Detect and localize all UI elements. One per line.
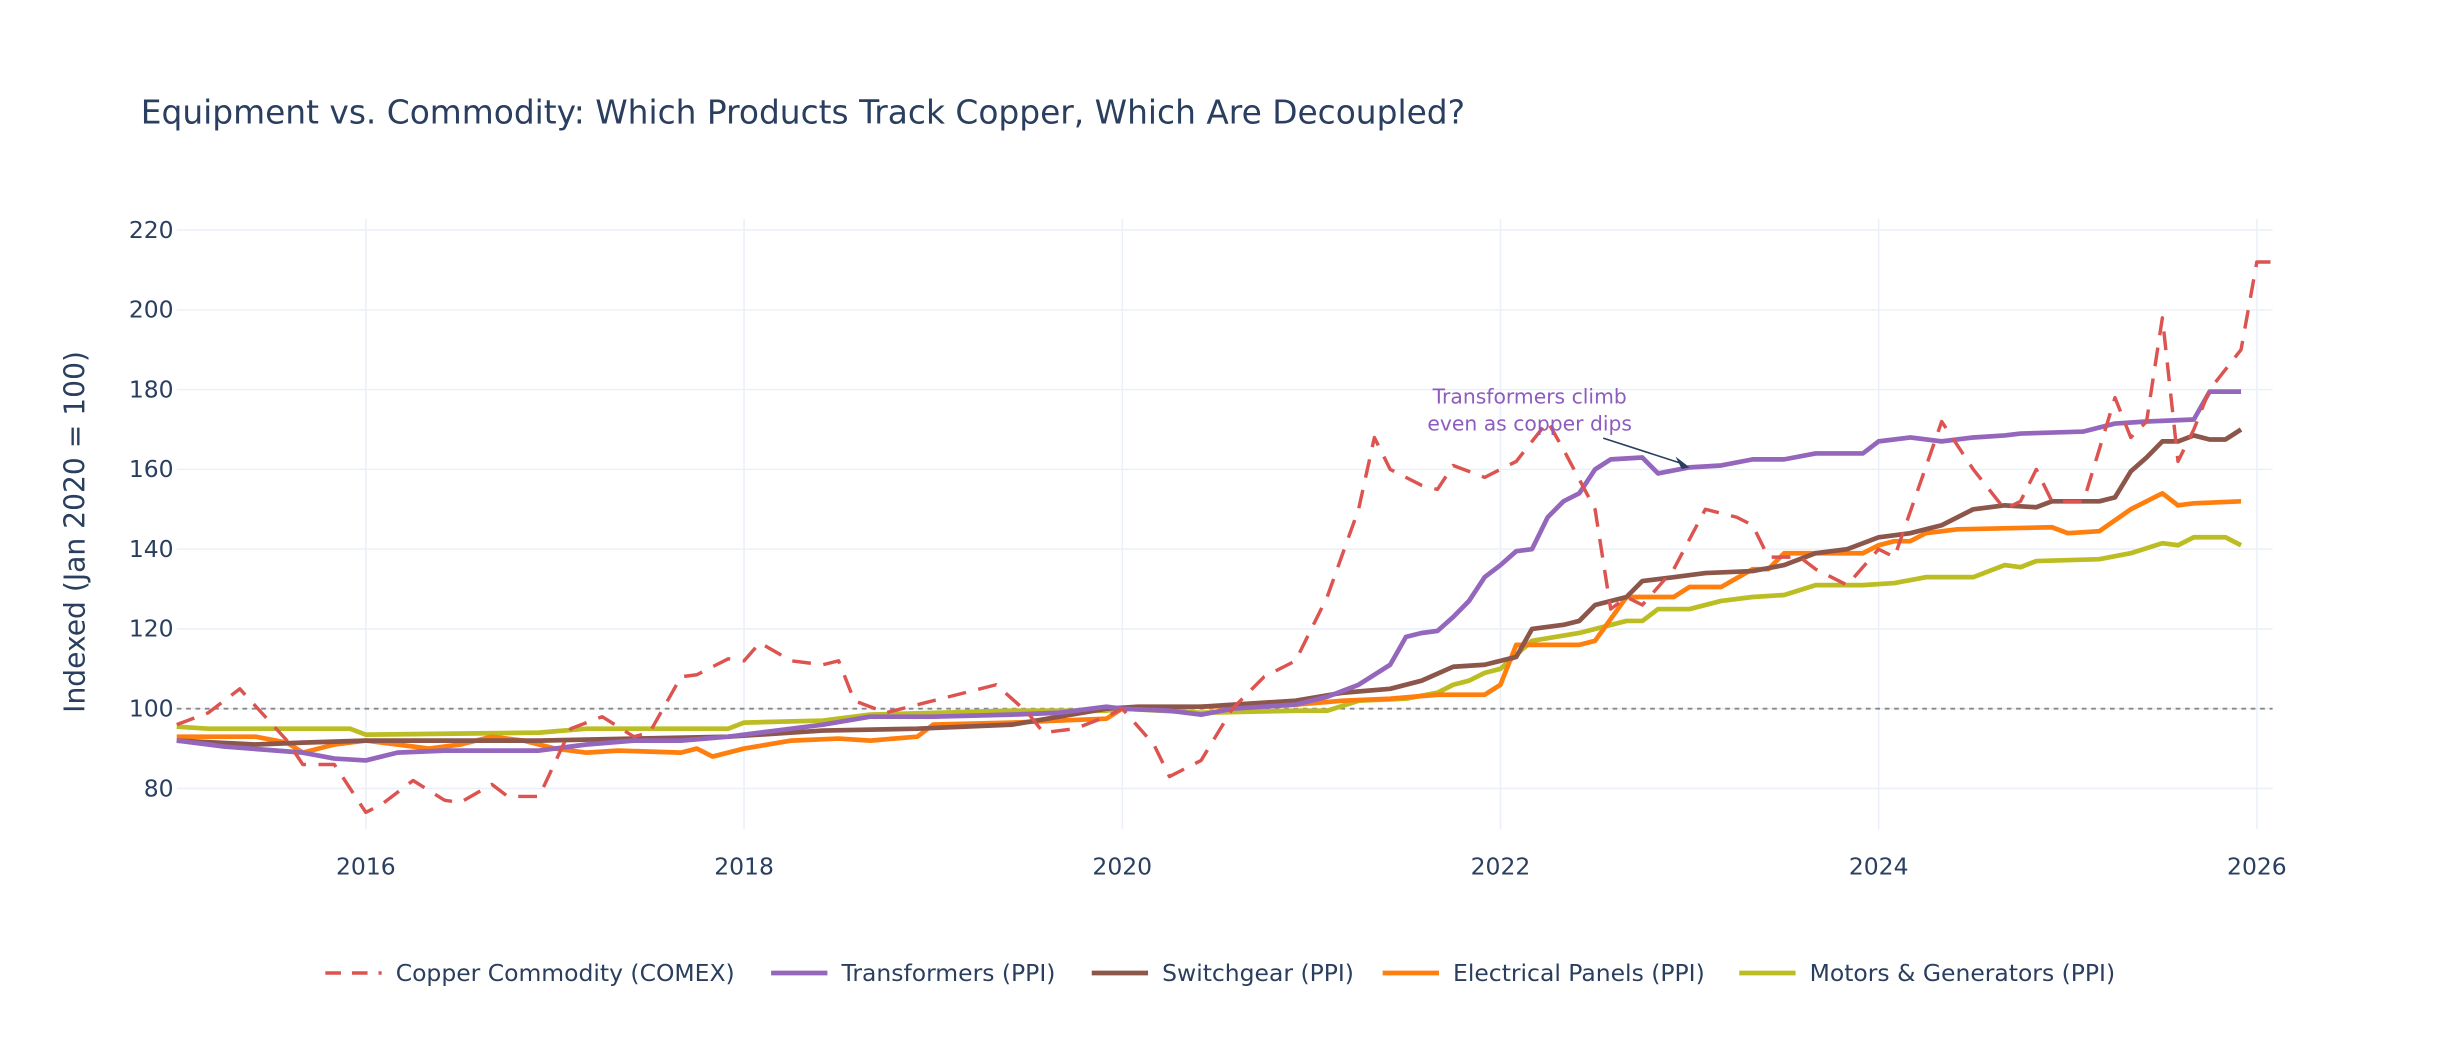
x-tick-label: 2026 (2227, 852, 2287, 880)
legend-item[interactable]: Transformers (PPI) (771, 959, 1055, 987)
x-axis: 2016 2018 2020 2022 2024 2026 (336, 852, 2287, 880)
series-lines (176, 260, 2273, 815)
y-axis: 80 100 120 140 160 180 200 220 (129, 216, 174, 802)
legend-label: Copper Commodity (COMEX) (396, 959, 735, 987)
y-tick-label: 180 (129, 375, 174, 403)
legend-item[interactable]: Switchgear (PPI) (1091, 959, 1354, 987)
annotation-arrow (1602, 437, 1682, 465)
legend-item[interactable]: Motors & Generators (PPI) (1739, 959, 2115, 987)
y-tick-label: 100 (129, 695, 174, 723)
x-tick-label: 2016 (336, 852, 396, 880)
legend-item[interactable]: Copper Commodity (COMEX) (325, 959, 735, 987)
x-tick-label: 2020 (1092, 852, 1152, 880)
legend: Copper Commodity (COMEX) Transformers (PP… (325, 959, 2115, 987)
gridlines (176, 219, 2273, 830)
annotation-line-1: Transformers climb (1432, 385, 1627, 409)
annotation: Transformers climb even as copper dips (1427, 385, 1690, 469)
x-tick-label: 2018 (714, 852, 774, 880)
legend-label: Electrical Panels (PPI) (1453, 959, 1705, 987)
annotation-line-2: even as copper dips (1427, 411, 1632, 435)
series-line-electrical-panels-ppi (176, 490, 2242, 759)
legend-label: Motors & Generators (PPI) (1810, 959, 2115, 987)
series-line-copper-commodity-comex (176, 260, 2273, 815)
series-line-motors-generators-ppi (176, 534, 2243, 738)
x-tick-label: 2024 (1849, 852, 1909, 880)
x-tick-label: 2022 (1471, 852, 1531, 880)
y-tick-label: 140 (129, 535, 174, 563)
series-line-switchgear-ppi (176, 427, 2243, 747)
legend-item[interactable]: Electrical Panels (PPI) (1382, 959, 1705, 987)
chart-title: Equipment vs. Commodity: Which Products … (141, 94, 1465, 132)
annotation-arrowhead (1675, 456, 1690, 469)
legend-label: Transformers (PPI) (840, 959, 1055, 987)
y-tick-label: 220 (129, 216, 174, 244)
series-line-transformers-ppi (176, 389, 2242, 763)
y-tick-label: 80 (144, 774, 174, 802)
y-tick-label: 160 (129, 455, 174, 483)
y-tick-label: 120 (129, 615, 174, 643)
legend-label: Switchgear (PPI) (1162, 959, 1354, 987)
y-tick-label: 200 (129, 296, 174, 324)
y-axis-title: Indexed (Jan 2020 = 100) (58, 351, 91, 713)
